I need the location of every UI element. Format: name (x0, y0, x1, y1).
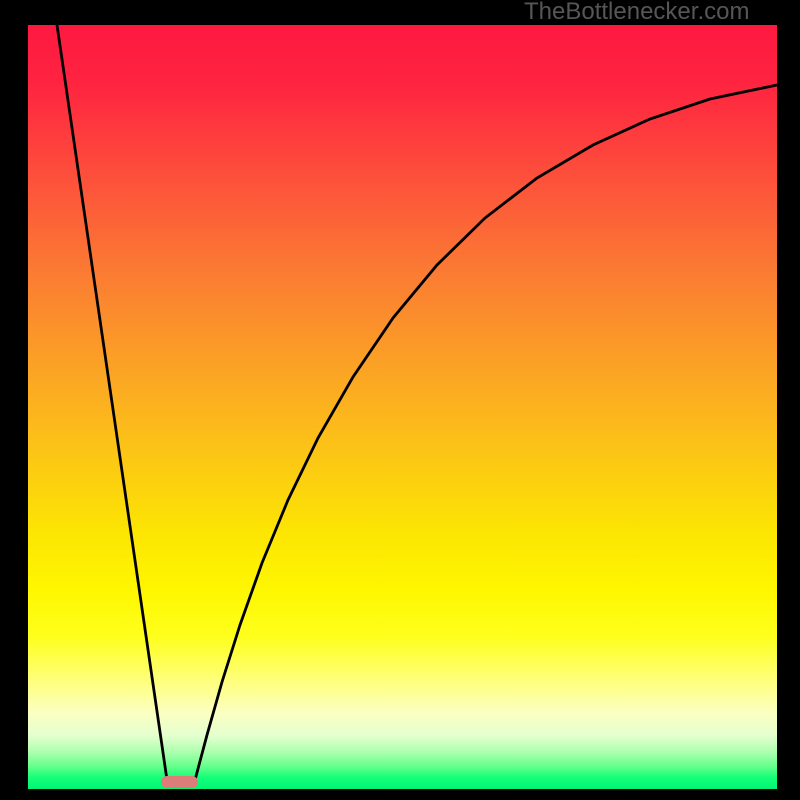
chart-frame: TheBottlenecker.com (0, 0, 800, 800)
minimum-marker (161, 776, 198, 788)
watermark-text: TheBottlenecker.com (524, 0, 749, 26)
gradient-background (28, 25, 777, 789)
chart-svg (0, 0, 800, 800)
